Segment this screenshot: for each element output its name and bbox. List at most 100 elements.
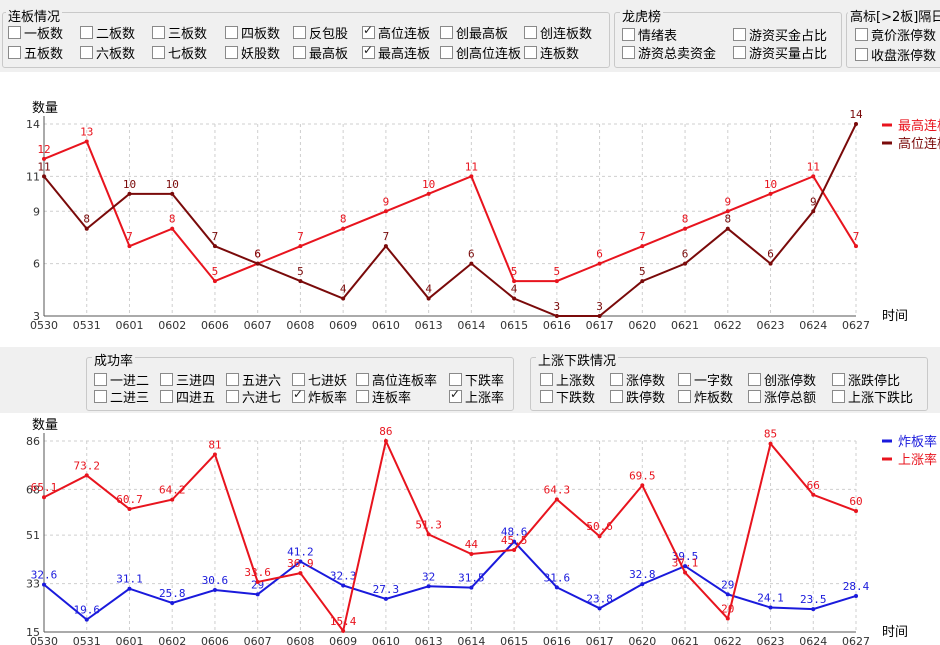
- checkbox-chenggong-4[interactable]: 高位连板率: [356, 371, 437, 389]
- checkbox-box[interactable]: [610, 372, 623, 386]
- checkbox-box[interactable]: [152, 45, 165, 59]
- checkbox-box[interactable]: [610, 389, 623, 403]
- checkbox-lianban-11[interactable]: 妖股数: [225, 44, 280, 62]
- checkbox-lianban-13[interactable]: 最高连板: [362, 43, 430, 62]
- checkbox-zhangdie-9[interactable]: 上涨下跌比: [832, 388, 913, 406]
- checkbox-label: 六进七: [242, 390, 282, 406]
- checkbox-longhu-3[interactable]: 游资买量占比: [733, 44, 827, 62]
- checkbox-box[interactable]: [94, 372, 107, 386]
- checkbox-zhangdie-1[interactable]: 涨停数: [610, 371, 665, 389]
- checkbox-box[interactable]: [356, 389, 369, 403]
- checkbox-lianban-4[interactable]: 反包股: [293, 24, 348, 42]
- checkbox-box[interactable]: [94, 389, 107, 403]
- checkbox-box[interactable]: [733, 27, 746, 41]
- checkbox-box[interactable]: [225, 25, 238, 39]
- x-tick-label: 0601: [115, 635, 143, 645]
- checkbox-box[interactable]: [622, 27, 635, 41]
- checkbox-lianban-2[interactable]: 三板数: [152, 24, 207, 42]
- checkbox-box[interactable]: [748, 372, 761, 386]
- zhangdie-group-title: 上涨下跌情况: [536, 350, 619, 369]
- checkbox-lianban-9[interactable]: 六板数: [80, 44, 135, 62]
- checkbox-box[interactable]: [8, 45, 21, 59]
- checkbox-gaobiao-0[interactable]: 竟价涨停数: [855, 26, 936, 44]
- checkbox-longhu-0[interactable]: 情绪表: [622, 26, 677, 44]
- checkbox-zhangdie-6[interactable]: 跌停数: [610, 388, 665, 406]
- checkbox-box[interactable]: [733, 45, 746, 59]
- checkbox-longhu-1[interactable]: 游资买金占比: [733, 26, 827, 44]
- checkbox-box[interactable]: [80, 45, 93, 59]
- data-point: [341, 226, 346, 231]
- checkbox-box[interactable]: [524, 45, 537, 59]
- checkbox-longhu-2[interactable]: 游资总卖资金: [622, 44, 716, 62]
- checkbox-chenggong-5[interactable]: 下跌率: [449, 371, 504, 389]
- checkbox-box[interactable]: [293, 45, 306, 59]
- checkbox-zhangdie-7[interactable]: 炸板数: [678, 388, 733, 406]
- x-tick-label: 0621: [671, 635, 699, 645]
- checkbox-chenggong-10[interactable]: 连板率: [356, 388, 411, 406]
- checkbox-zhangdie-2[interactable]: 一字数: [678, 371, 733, 389]
- checkbox-box[interactable]: [524, 25, 537, 39]
- checkbox-lianban-0[interactable]: 一板数: [8, 24, 63, 42]
- checkbox-lianban-10[interactable]: 七板数: [152, 44, 207, 62]
- checkbox-box[interactable]: [362, 43, 375, 59]
- checkbox-box[interactable]: [678, 389, 691, 403]
- checkbox-box[interactable]: [832, 372, 845, 386]
- data-point: [597, 261, 602, 266]
- checkbox-chenggong-2[interactable]: 五进六: [226, 371, 281, 389]
- checkbox-zhangdie-3[interactable]: 创涨停数: [748, 371, 816, 389]
- x-tick-label: 0530: [30, 635, 58, 645]
- checkbox-lianban-5[interactable]: 高位连板: [362, 23, 430, 42]
- x-tick-label: 0615: [500, 635, 528, 645]
- checkbox-box[interactable]: [678, 372, 691, 386]
- checkbox-zhangdie-0[interactable]: 上涨数: [540, 371, 595, 389]
- checkbox-box[interactable]: [8, 25, 21, 39]
- checkbox-box[interactable]: [292, 372, 305, 386]
- checkbox-box[interactable]: [293, 25, 306, 39]
- checkbox-box[interactable]: [440, 25, 453, 39]
- checkbox-box[interactable]: [622, 45, 635, 59]
- checkbox-box[interactable]: [292, 387, 305, 403]
- checkbox-chenggong-0[interactable]: 一进二: [94, 371, 149, 389]
- checkbox-box[interactable]: [440, 45, 453, 59]
- checkbox-chenggong-11[interactable]: 上涨率: [449, 387, 504, 406]
- checkbox-lianban-7[interactable]: 创连板数: [524, 24, 592, 42]
- checkbox-box[interactable]: [855, 27, 868, 41]
- checkbox-box[interactable]: [160, 389, 173, 403]
- checkbox-lianban-12[interactable]: 最高板: [293, 44, 348, 62]
- checkbox-box[interactable]: [356, 372, 369, 386]
- checkbox-chenggong-6[interactable]: 二进三: [94, 388, 149, 406]
- checkbox-lianban-1[interactable]: 二板数: [80, 24, 135, 42]
- checkbox-lianban-15[interactable]: 连板数: [524, 44, 579, 62]
- checkbox-lianban-8[interactable]: 五板数: [8, 44, 63, 62]
- checkbox-box[interactable]: [540, 389, 553, 403]
- data-label: 7: [212, 230, 219, 243]
- checkbox-chenggong-7[interactable]: 四进五: [160, 388, 215, 406]
- checkbox-box[interactable]: [832, 389, 845, 403]
- checkbox-lianban-6[interactable]: 创最高板: [440, 24, 508, 42]
- checkbox-box[interactable]: [855, 47, 868, 61]
- checkbox-chenggong-1[interactable]: 三进四: [160, 371, 215, 389]
- checkbox-box[interactable]: [362, 23, 375, 39]
- checkbox-lianban-14[interactable]: 创高位连板: [440, 44, 521, 62]
- checkbox-box[interactable]: [152, 25, 165, 39]
- y-tick-label: 51: [26, 529, 40, 542]
- checkbox-lianban-3[interactable]: 四板数: [225, 24, 280, 42]
- checkbox-box[interactable]: [540, 372, 553, 386]
- checkbox-chenggong-3[interactable]: 七进妖: [292, 371, 347, 389]
- checkbox-box[interactable]: [225, 45, 238, 59]
- checkbox-box[interactable]: [449, 387, 462, 403]
- checkbox-chenggong-8[interactable]: 六进七: [226, 388, 282, 406]
- checkbox-box[interactable]: [80, 25, 93, 39]
- checkbox-zhangdie-8[interactable]: 涨停总额: [748, 388, 816, 406]
- data-label: 9: [383, 195, 390, 208]
- checkbox-box[interactable]: [226, 372, 239, 386]
- checkbox-zhangdie-5[interactable]: 下跌数: [540, 388, 595, 406]
- checkbox-chenggong-9[interactable]: 炸板率: [292, 387, 347, 406]
- checkbox-gaobiao-1[interactable]: 收盘涨停数: [855, 46, 936, 64]
- checkbox-box[interactable]: [449, 372, 462, 386]
- checkbox-box[interactable]: [748, 389, 761, 403]
- checkbox-box[interactable]: [226, 389, 239, 403]
- y-tick-label: 9: [33, 205, 40, 218]
- checkbox-zhangdie-4[interactable]: 涨跌停比: [832, 371, 900, 389]
- checkbox-box[interactable]: [160, 372, 173, 386]
